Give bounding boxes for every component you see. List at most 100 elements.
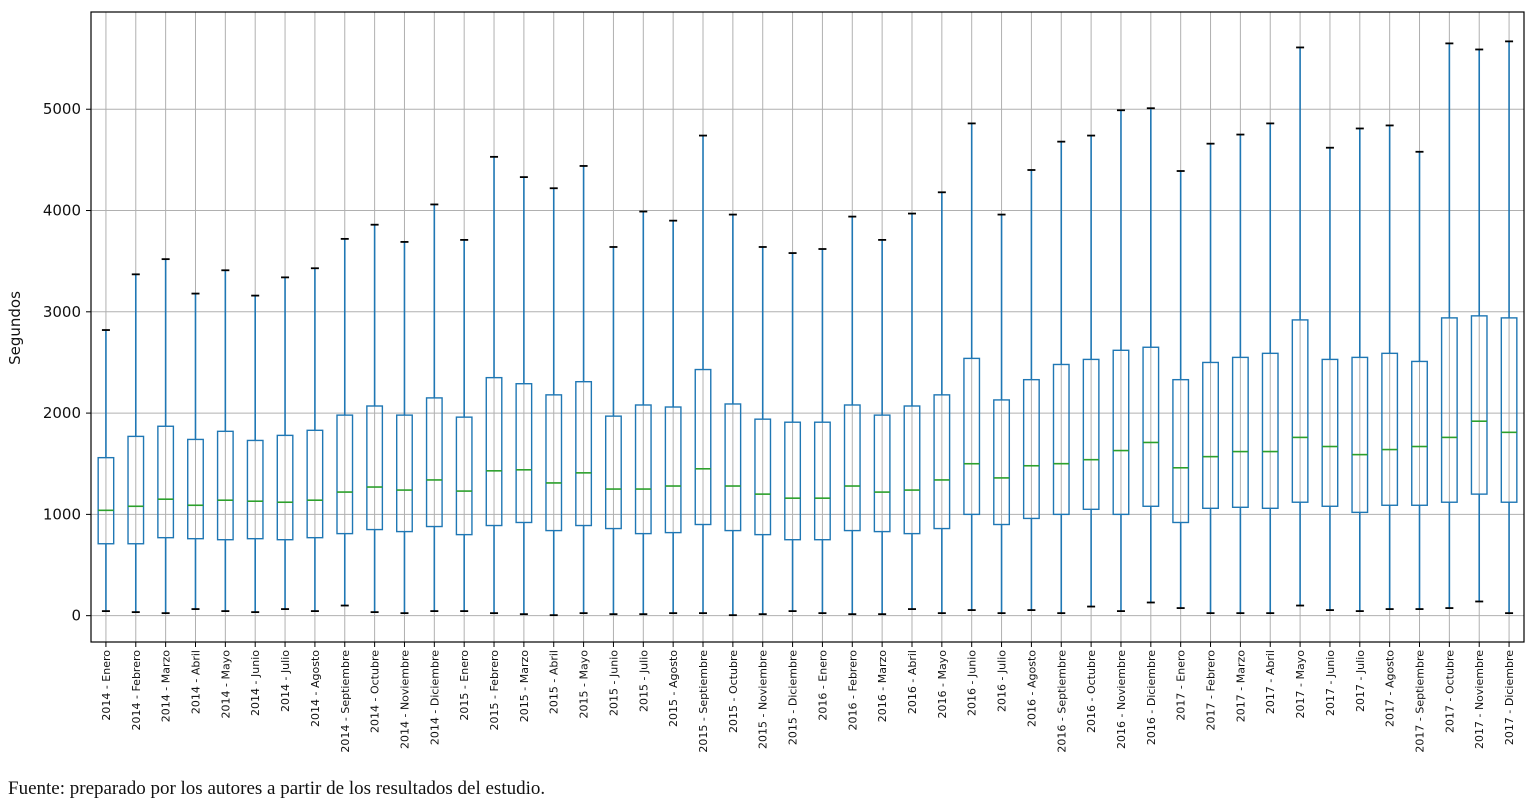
- x-tick-label: 2014 - Octubre: [369, 650, 382, 733]
- x-tick-label: 2016 - Agosto: [1025, 650, 1038, 727]
- x-tick-label: 2017 - Octubre: [1443, 650, 1456, 733]
- box-item: [1321, 146, 1339, 611]
- box-item: [1261, 122, 1279, 615]
- box-iqr: [396, 414, 413, 533]
- x-tick-label: 2017 - Enero: [1175, 650, 1188, 721]
- box-iqr: [1500, 317, 1518, 503]
- x-tick-label: 2015 - Septiembre: [697, 650, 710, 753]
- x-axis-ticks: 2014 - Enero 2014 - Febrero 2014 - Marzo 20…: [100, 642, 1516, 753]
- x-tick-label: 2016 - Septiembre: [1055, 650, 1068, 753]
- x-tick-label: 2014 - Septiembre: [339, 650, 352, 753]
- x-tick-label: 2015 - Junio: [607, 650, 620, 716]
- x-tick-label: 2014 - Junio: [249, 650, 262, 716]
- x-tick-label: 2015 - Agosto: [667, 650, 680, 727]
- box-item: [1202, 142, 1219, 615]
- box-item: [813, 248, 831, 615]
- box-iqr: [873, 414, 891, 533]
- y-tick-label: 4000: [43, 202, 81, 220]
- x-tick-label: 2017 - Febrero: [1205, 650, 1218, 731]
- x-tick-label: 2015 - Noviembre: [757, 650, 770, 749]
- box-iqr: [634, 404, 652, 535]
- box-iqr: [1202, 361, 1219, 510]
- box-iqr: [1172, 378, 1190, 524]
- box-item: [306, 267, 324, 613]
- x-tick-label: 2014 - Enero: [100, 650, 113, 721]
- box-iqr: [515, 383, 533, 524]
- box-item: [575, 165, 593, 615]
- box-iqr: [1321, 358, 1339, 507]
- box-item: [1022, 169, 1040, 611]
- box-iqr: [1112, 349, 1130, 516]
- x-tick-label: 2015 - Enero: [458, 650, 471, 721]
- x-tick-label: 2015 - Marzo: [518, 650, 531, 722]
- box-item: [1142, 107, 1160, 604]
- x-tick-label: 2016 - Julio: [996, 650, 1009, 712]
- y-axis-ticks: 0 1000 2000 3000 4000 5000: [43, 100, 91, 625]
- box-item: [1470, 48, 1488, 603]
- box-item: [993, 213, 1011, 615]
- y-axis-label: Segundos: [6, 291, 24, 365]
- box-item: [724, 213, 742, 617]
- box-item: [664, 219, 682, 615]
- box-iqr: [1082, 358, 1100, 511]
- y-tick-label: 5000: [43, 100, 81, 118]
- box-item: [336, 237, 354, 607]
- box-item: [1351, 127, 1369, 613]
- box-item: [545, 187, 563, 617]
- box-iqr: [843, 404, 861, 532]
- x-tick-label: 2017 - Abril: [1264, 650, 1277, 714]
- x-tick-label: 2014 - Febrero: [130, 650, 143, 731]
- box-iqr: [485, 376, 503, 527]
- box-iqr: [933, 394, 951, 530]
- box-iqr: [1470, 315, 1488, 495]
- box-iqr: [963, 357, 981, 516]
- box-iqr: [1052, 363, 1070, 516]
- x-tick-label: 2016 - Octubre: [1085, 650, 1098, 733]
- y-tick-label: 3000: [43, 303, 81, 321]
- x-tick-label: 2016 - Marzo: [876, 650, 889, 722]
- box-item: [1440, 42, 1458, 609]
- box-iqr: [664, 406, 682, 534]
- box-iqr: [754, 418, 772, 536]
- box-iqr: [216, 430, 234, 541]
- x-tick-label: 2017 - Septiembre: [1414, 650, 1427, 753]
- box-item: [604, 246, 622, 616]
- box-item: [1231, 133, 1249, 615]
- box-iqr: [276, 434, 294, 541]
- box-item: [97, 329, 115, 613]
- box-iqr: [455, 416, 473, 536]
- x-tick-label: 2015 - Abril: [548, 650, 561, 714]
- box-item: [963, 122, 981, 611]
- box-item: [425, 203, 443, 613]
- box-item: [246, 294, 264, 614]
- x-tick-label: 2015 - Mayo: [578, 650, 591, 719]
- y-tick-label: 2000: [43, 404, 81, 422]
- plot-frame: [90, 11, 1525, 643]
- box-iqr: [1022, 378, 1040, 520]
- box-item: [843, 215, 861, 616]
- box-item: [1500, 40, 1518, 615]
- box-item: [515, 176, 533, 616]
- box-series: [97, 40, 1518, 617]
- grid: [91, 12, 1524, 642]
- box-item: [933, 191, 951, 615]
- box-iqr: [575, 380, 593, 527]
- box-item: [1172, 170, 1190, 609]
- box-item: [455, 238, 473, 613]
- box-iqr: [1440, 317, 1458, 503]
- box-item: [1411, 150, 1428, 610]
- box-item: [157, 258, 175, 615]
- x-tick-label: 2015 - Octubre: [727, 650, 740, 733]
- box-item: [694, 134, 712, 615]
- source-note: Fuente: preparado por los autores a part…: [8, 778, 546, 799]
- x-tick-label: 2015 - Diciembre: [787, 650, 800, 745]
- x-tick-label: 2015 - Febrero: [488, 650, 501, 731]
- x-tick-label: 2017 - Marzo: [1234, 650, 1247, 722]
- box-item: [276, 276, 294, 610]
- box-iqr: [187, 438, 204, 540]
- box-iqr: [425, 397, 443, 528]
- box-iqr: [1261, 352, 1279, 510]
- box-iqr: [336, 414, 354, 535]
- x-tick-label: 2017 - Noviembre: [1473, 650, 1486, 749]
